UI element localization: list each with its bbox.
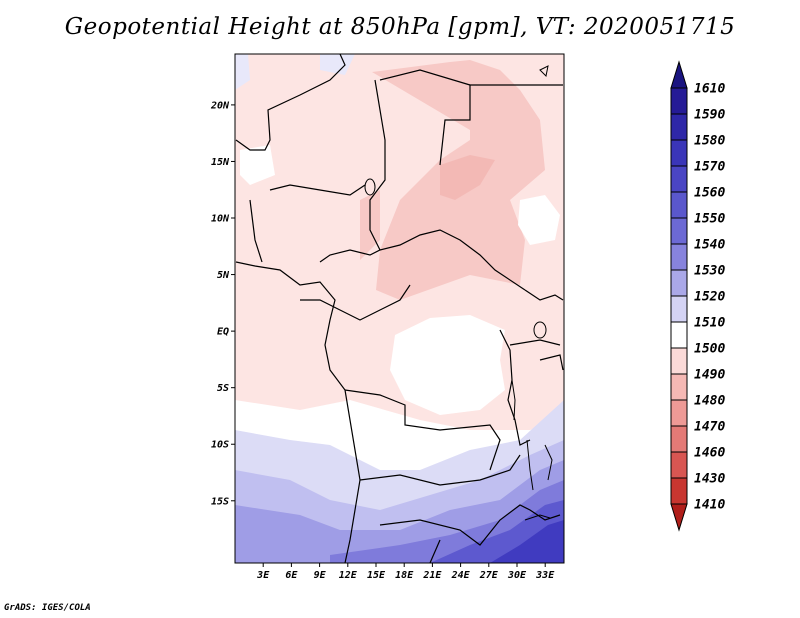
colorbar-level-label: 1480	[694, 394, 725, 409]
colorbar-swatch	[670, 451, 688, 479]
lakes	[364, 65, 553, 521]
field-1510-east	[518, 195, 560, 245]
lat-tick-label: 5S	[217, 383, 229, 394]
grads-credit: GrADS: IGES/COLA	[4, 603, 91, 613]
colorbar-level-label: 1430	[694, 472, 725, 487]
colorbar-swatch	[670, 191, 688, 219]
lat-tick-label: 5N	[217, 270, 230, 281]
colorbar-level-label: 1410	[694, 498, 725, 513]
colorbar-level-label: 1590	[694, 108, 725, 123]
lon-tick-label: 6E	[285, 570, 298, 581]
colorbar-swatch	[670, 139, 688, 167]
map-panel: 20N 15N 10N 5N EQ 5S 10S 15S 3E 6E 9E 12E 15E 18E 21E…	[210, 53, 565, 581]
lat-tick-label: 15N	[211, 157, 230, 168]
colorbar-swatch	[670, 295, 688, 323]
colorbar-swatch	[670, 477, 688, 505]
colorbar-level-label: 1540	[694, 238, 725, 253]
colorbar-swatch	[670, 165, 688, 193]
field-1510-northwest	[235, 54, 355, 90]
colorbar-swatch	[670, 347, 688, 375]
colorbar-level-label: 1520	[694, 290, 725, 305]
latitude-axis: 20N 15N 10N 5N EQ 5S 10S 15S	[210, 100, 235, 507]
longitude-axis: 3E 6E 9E 12E 15E 18E 21E 24E 27E 30E 33E	[256, 563, 555, 581]
coastlines-borders	[235, 54, 564, 563]
colorbar-swatch	[670, 425, 688, 453]
field-1480-core	[440, 155, 495, 200]
lat-tick-label: 20N	[210, 100, 230, 111]
colorbar-bottom-triangle	[670, 503, 688, 532]
colorbar-level-label: 1530	[694, 264, 725, 279]
lon-tick-label: 21E	[422, 570, 442, 581]
lon-tick-label: 18E	[395, 570, 414, 581]
colorbar-level-label: 1510	[694, 316, 725, 331]
colorbar-swatch	[670, 217, 688, 245]
lon-tick-label: 9E	[314, 570, 327, 581]
colorbar-level-label: 1570	[694, 160, 725, 175]
lat-tick-label: 10N	[211, 214, 230, 225]
colorbar-swatch	[670, 321, 688, 349]
colorbar-top-triangle	[670, 60, 688, 89]
lon-tick-label: 30E	[507, 570, 527, 581]
map-frame	[234, 53, 565, 564]
colorbar-swatch	[670, 269, 688, 297]
colorbar-level-label: 1560	[694, 186, 725, 201]
colorbar-swatch	[670, 243, 688, 271]
lon-tick-label: 24E	[451, 570, 471, 581]
colorbar-level-label: 1610	[694, 82, 725, 97]
colorbar-level-label: 1580	[694, 134, 725, 149]
colorbar-level-label: 1550	[694, 212, 725, 227]
colorbar-level-label: 1470	[694, 420, 725, 435]
colorbar-level-label: 1490	[694, 368, 725, 383]
colorbar-swatch	[670, 113, 688, 141]
lon-tick-label: 15E	[367, 570, 386, 581]
lat-tick-label: 15S	[211, 496, 229, 507]
colorbar-level-label: 1460	[694, 446, 725, 461]
colorbar-swatch	[670, 87, 688, 115]
colorbar-swatch	[670, 399, 688, 427]
field-1510-central	[390, 315, 505, 415]
colorbar-swatch	[670, 373, 688, 401]
colorbar: 1610 1590 1580 1570 1560 1550 1540 1530 1520 1510…	[670, 60, 725, 532]
height-field	[235, 54, 564, 563]
lon-tick-label: 33E	[535, 570, 555, 581]
lon-tick-label: 27E	[479, 570, 499, 581]
lat-tick-label: 10S	[211, 440, 229, 451]
field-1570-band	[490, 520, 564, 563]
colorbar-level-label: 1500	[694, 342, 725, 357]
field-1510-north	[240, 145, 275, 185]
lon-tick-label: 3E	[256, 570, 270, 581]
lat-tick-label: EQ	[217, 327, 229, 338]
chart-title: Geopotential Height at 850hPa [gpm], VT:…	[64, 14, 736, 40]
lon-tick-label: 12E	[339, 570, 358, 581]
